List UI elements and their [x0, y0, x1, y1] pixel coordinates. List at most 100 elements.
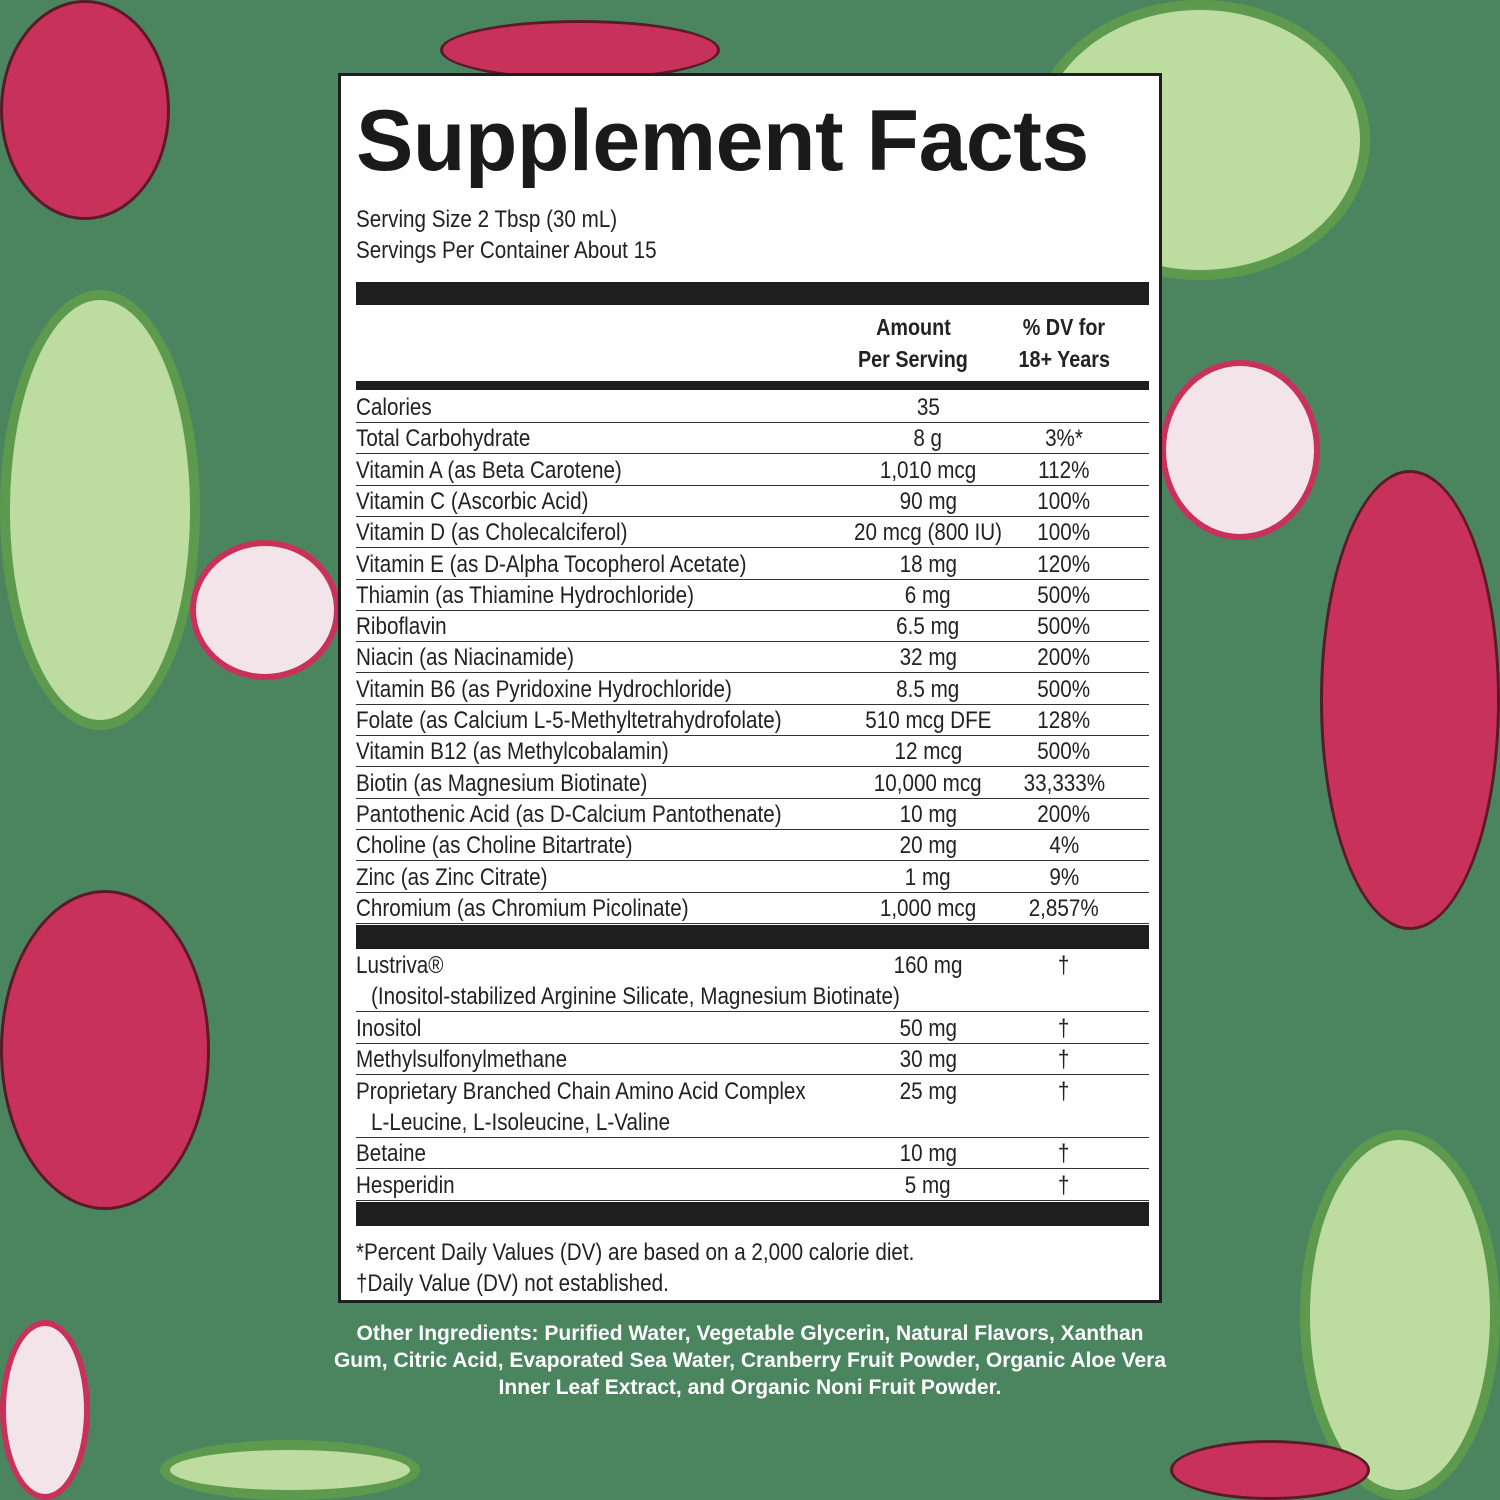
nutrient-amount: 20 mg [899, 832, 957, 860]
nutrient-row: Lustriva® 160 mg † (Inositol-stabilized Arg… [356, 950, 1149, 1013]
nutrient-row: Choline (as Choline Bitartrate) 20 mg 4% [356, 830, 1149, 862]
nutrient-dv: 200% [1037, 800, 1091, 828]
nutrient-dv: 100% [1037, 519, 1091, 547]
nutrient-name: Folate (as Calcium L-5-Methyltetrahydrof… [356, 707, 782, 734]
nutrient-name: Calories [356, 394, 432, 421]
nutrient-amount: 1,010 mcg [879, 456, 977, 484]
decor-dragonfruit-slice [1160, 360, 1320, 540]
nutrient-row: Vitamin C (Ascorbic Acid) 90 mg 100% [356, 486, 1149, 517]
nutrient-dv: 3%* [1045, 425, 1083, 453]
nutrient-amount: 6 mg [905, 581, 951, 609]
nutrient-name: Zinc (as Zinc Citrate) [356, 863, 548, 891]
nutrient-name: Riboflavin [356, 613, 447, 641]
nutrient-name: Biotin (as Magnesium Biotinate) [356, 769, 648, 797]
nutrient-amount: 1,000 mcg [879, 894, 977, 922]
nutrient-dv: 9% [1049, 863, 1079, 891]
nutrient-name: Thiamin (as Thiamine Hydrochloride) [356, 581, 695, 609]
nutrient-row: Calories 35 [356, 392, 1149, 423]
nutrient-name: Lustriva® [356, 952, 444, 980]
decor-avocado [1300, 1130, 1500, 1500]
nutrient-name: Vitamin E (as D-Alpha Tocopherol Acetate… [356, 550, 747, 578]
nutrient-amount: 50 mg [899, 1014, 957, 1042]
nutrient-dv: 100% [1037, 487, 1091, 515]
nutrient-dv: 120% [1037, 550, 1091, 578]
nutrient-row: Vitamin E (as D-Alpha Tocopherol Acetate… [356, 549, 1149, 580]
nutrient-dv: † [1058, 1140, 1070, 1168]
nutrient-name: Vitamin C (Ascorbic Acid) [356, 487, 589, 515]
nutrient-dv: 500% [1037, 675, 1091, 703]
nutrient-row: Hesperidin 5 mg † [356, 1170, 1149, 1201]
nutrient-dv: 4% [1049, 832, 1079, 860]
nutrient-row: Proprietary Branched Chain Amino Acid Co… [356, 1076, 1149, 1138]
nutrient-amount: 10 mg [899, 1140, 957, 1168]
nutrient-subtext: (Inositol-stabilized Arginine Silicate, … [371, 983, 900, 1011]
other-ingredients: Other Ingredients: Purified Water, Veget… [333, 1322, 1167, 1399]
thick-divider [356, 925, 1149, 950]
nutrient-name: Proprietary Branched Chain Amino Acid Co… [356, 1077, 806, 1105]
nutrient-name: Total Carbohydrate [356, 425, 531, 453]
nutrient-amount: 35 [916, 394, 940, 421]
thick-divider [356, 282, 1149, 305]
nutrient-amount: 20 mcg (800 IU) [853, 519, 1002, 547]
nutrient-row: Folate (as Calcium L-5-Methyltetrahydrof… [356, 705, 1149, 736]
nutrient-amount: 1 mg [905, 863, 951, 891]
nutrient-row: Niacin (as Niacinamide) 32 mg 200% [356, 642, 1149, 674]
nutrient-amount: 8 g [913, 425, 943, 453]
decor-dragonfruit [440, 20, 720, 80]
nutrient-dv: 112% [1038, 456, 1090, 484]
nutrient-row: Methylsulfonylmethane 30 mg † [356, 1044, 1149, 1076]
nutrient-name: Pantothenic Acid (as D-Calcium Pantothen… [356, 800, 782, 828]
decor-dragonfruit-slice [190, 540, 340, 680]
nutrient-name: Hesperidin [356, 1171, 455, 1199]
decor-avocado [0, 290, 200, 730]
nutrient-row: Thiamin (as Thiamine Hydrochloride) 6 mg 5… [356, 580, 1149, 611]
nutrient-dv: 2,857% [1028, 894, 1100, 922]
nutrient-row: Chromium (as Chromium Picolinate) 1,000 m… [356, 893, 1149, 924]
nutrient-amount: 30 mg [899, 1046, 957, 1074]
nutrient-amount: 32 mg [899, 644, 957, 672]
nutrient-dv: † [1058, 1077, 1070, 1105]
nutrient-amount: 90 mg [899, 487, 957, 515]
nutrient-dv: 33,333% [1023, 769, 1105, 797]
decor-dragonfruit [0, 890, 210, 1210]
nutrient-amount: 10,000 mcg [874, 769, 982, 797]
nutrient-row: Riboflavin 6.5 mg 500% [356, 611, 1149, 643]
amount-header: Amount Per Serving [858, 314, 968, 372]
nutrient-amount: 18 mg [899, 550, 957, 578]
nutrient-name: Chromium (as Chromium Picolinate) [356, 894, 689, 922]
nutrient-row: Vitamin A (as Beta Carotene) 1,010 mcg 112… [356, 455, 1149, 486]
panel-title: Supplement Facts [356, 93, 1089, 189]
nutrient-row: Pantothenic Acid (as D-Calcium Pantothen… [356, 799, 1149, 830]
nutrient-row: Zinc (as Zinc Citrate) 1 mg 9% [356, 862, 1149, 893]
decor-dragonfruit [0, 0, 170, 220]
nutrient-row: Vitamin D (as Cholecalciferol) 20 mcg (80… [356, 517, 1149, 549]
nutrient-name: Choline (as Choline Bitartrate) [356, 832, 633, 860]
footnote-dv-not-established: †Daily Value (DV) not established. [356, 1270, 669, 1298]
nutrient-amount: 160 mg [893, 952, 963, 980]
nutrient-row: Betaine 10 mg † [356, 1138, 1149, 1170]
nutrient-dv: † [1058, 1046, 1070, 1074]
decor-dragonfruit-slice [0, 1320, 90, 1500]
footnote-percent-dv: *Percent Daily Values (DV) are based on … [356, 1239, 915, 1267]
nutrient-name: Niacin (as Niacinamide) [356, 644, 574, 672]
nutrient-dv: 500% [1037, 738, 1091, 766]
nutrient-name: Vitamin A (as Beta Carotene) [356, 456, 622, 484]
nutrient-amount: 10 mg [899, 800, 957, 828]
nutrient-dv: † [1058, 1014, 1070, 1042]
nutrient-row: Biotin (as Magnesium Biotinate) 10,000 mc… [356, 768, 1149, 799]
nutrient-name: Betaine [356, 1140, 427, 1168]
nutrient-name: Vitamin B6 (as Pyridoxine Hydrochloride) [356, 675, 732, 703]
nutrient-name: Vitamin B12 (as Methylcobalamin) [356, 738, 669, 766]
dv-header: % DV for 18+ Years [1018, 314, 1110, 372]
nutrient-amount: 6.5 mg [896, 613, 960, 641]
nutrient-dv: 500% [1037, 613, 1091, 641]
nutrient-name: Inositol [356, 1014, 422, 1042]
nutrient-row: Inositol 50 mg † [356, 1013, 1149, 1044]
servings-per-container: Servings Per Container About 15 [356, 237, 657, 264]
nutrient-row: Total Carbohydrate 8 g 3%* [356, 423, 1149, 455]
nutrient-name: Methylsulfonylmethane [356, 1046, 568, 1074]
nutrient-dv: 200% [1037, 644, 1091, 672]
decor-avocado [160, 1440, 420, 1500]
nutrient-subtext: L-Leucine, L-Isoleucine, L-Valine [371, 1108, 671, 1136]
nutrient-amount: 8.5 mg [896, 675, 960, 703]
